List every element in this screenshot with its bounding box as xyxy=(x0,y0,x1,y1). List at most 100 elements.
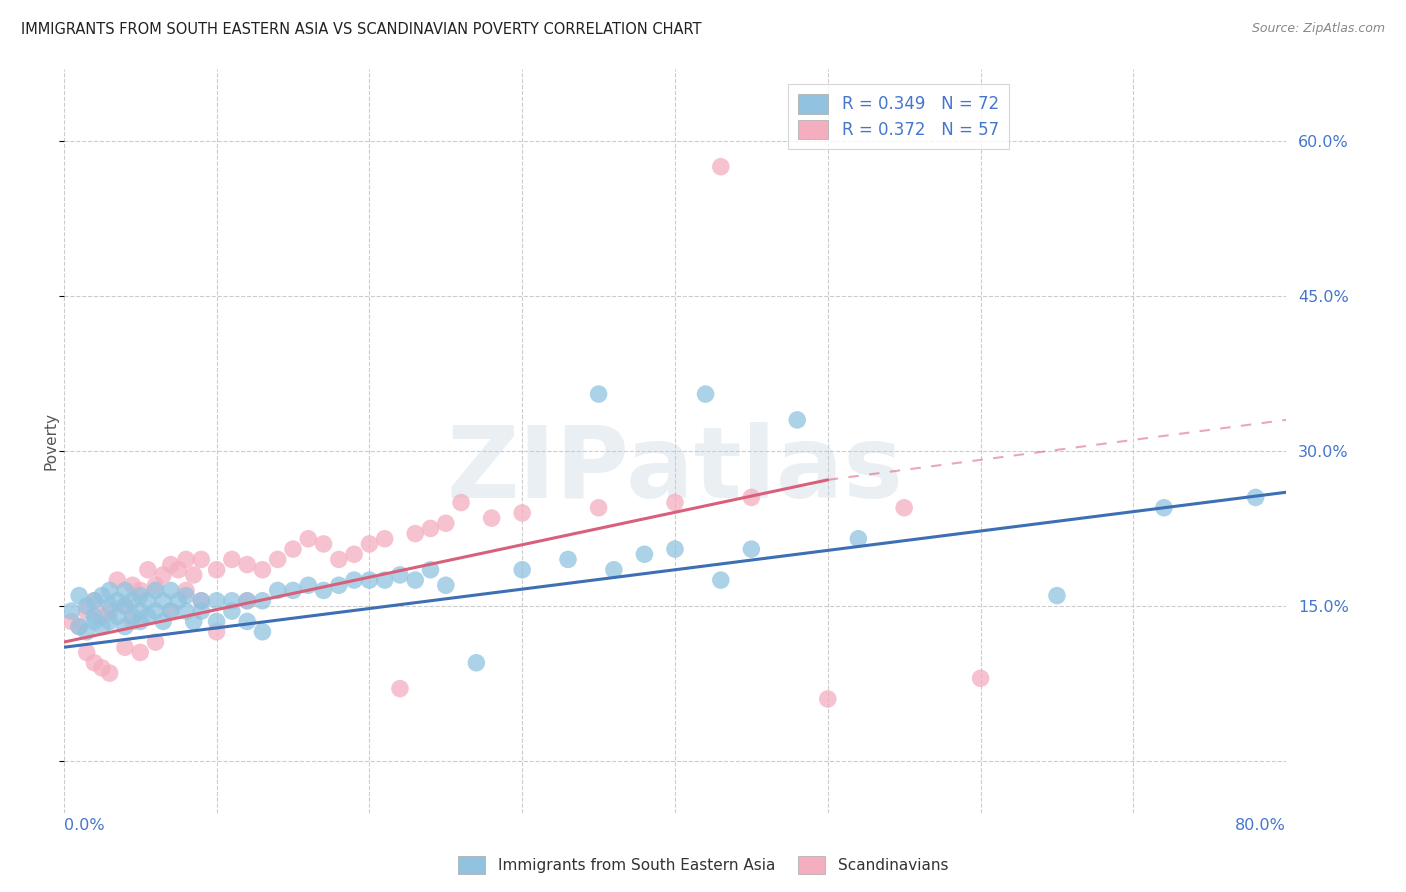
Point xyxy=(404,573,426,587)
Point xyxy=(91,609,114,624)
Point xyxy=(159,583,181,598)
Point xyxy=(221,604,243,618)
Point xyxy=(190,604,212,618)
Point xyxy=(114,599,136,613)
Point xyxy=(91,619,114,633)
Point xyxy=(136,563,159,577)
Point xyxy=(98,666,121,681)
Point xyxy=(252,563,274,577)
Point xyxy=(312,583,335,598)
Point xyxy=(205,563,228,577)
Point xyxy=(603,563,626,577)
Point xyxy=(510,563,533,577)
Point xyxy=(1153,500,1175,515)
Point xyxy=(205,615,228,629)
Point xyxy=(105,594,128,608)
Point xyxy=(83,656,105,670)
Point xyxy=(129,589,152,603)
Point xyxy=(83,615,105,629)
Point xyxy=(145,583,167,598)
Point xyxy=(129,604,152,618)
Point xyxy=(252,624,274,639)
Point xyxy=(236,594,259,608)
Point xyxy=(893,500,915,515)
Point xyxy=(136,594,159,608)
Point xyxy=(174,583,197,598)
Point xyxy=(419,521,441,535)
Point xyxy=(434,578,457,592)
Point xyxy=(359,537,381,551)
Point xyxy=(328,552,350,566)
Point xyxy=(114,619,136,633)
Point xyxy=(174,552,197,566)
Point xyxy=(465,656,488,670)
Point xyxy=(281,542,304,557)
Point xyxy=(183,568,205,582)
Point xyxy=(167,594,190,608)
Point xyxy=(205,624,228,639)
Point xyxy=(129,615,152,629)
Point xyxy=(152,594,174,608)
Point xyxy=(190,552,212,566)
Point xyxy=(740,491,762,505)
Legend: Immigrants from South Eastern Asia, Scandinavians: Immigrants from South Eastern Asia, Scan… xyxy=(451,850,955,880)
Point xyxy=(281,583,304,598)
Point xyxy=(434,516,457,531)
Point xyxy=(83,609,105,624)
Point xyxy=(557,552,579,566)
Point xyxy=(105,609,128,624)
Point xyxy=(145,604,167,618)
Point xyxy=(343,547,366,561)
Point xyxy=(695,387,717,401)
Point xyxy=(60,604,83,618)
Point xyxy=(98,599,121,613)
Point xyxy=(190,594,212,608)
Point xyxy=(450,495,472,509)
Point xyxy=(252,594,274,608)
Point xyxy=(664,542,686,557)
Point xyxy=(67,619,90,633)
Point xyxy=(297,532,319,546)
Point xyxy=(388,568,411,582)
Point xyxy=(236,594,259,608)
Point xyxy=(67,589,90,603)
Point xyxy=(76,604,98,618)
Point xyxy=(152,568,174,582)
Point xyxy=(664,495,686,509)
Point xyxy=(343,573,366,587)
Point xyxy=(60,615,83,629)
Point xyxy=(129,583,152,598)
Point xyxy=(145,578,167,592)
Point xyxy=(91,589,114,603)
Point xyxy=(121,609,143,624)
Point xyxy=(159,604,181,618)
Point xyxy=(1244,491,1267,505)
Point xyxy=(267,552,290,566)
Point xyxy=(190,594,212,608)
Point xyxy=(183,615,205,629)
Point xyxy=(481,511,503,525)
Point xyxy=(152,615,174,629)
Point xyxy=(588,387,610,401)
Y-axis label: Poverty: Poverty xyxy=(44,411,58,469)
Point xyxy=(374,532,396,546)
Point xyxy=(846,532,869,546)
Point xyxy=(121,615,143,629)
Point xyxy=(786,413,808,427)
Point xyxy=(76,624,98,639)
Point xyxy=(510,506,533,520)
Point xyxy=(76,599,98,613)
Point xyxy=(236,615,259,629)
Point xyxy=(105,573,128,587)
Point xyxy=(76,645,98,659)
Text: 80.0%: 80.0% xyxy=(1236,818,1286,833)
Point xyxy=(159,558,181,572)
Text: Source: ZipAtlas.com: Source: ZipAtlas.com xyxy=(1251,22,1385,36)
Point xyxy=(145,635,167,649)
Point xyxy=(328,578,350,592)
Point xyxy=(740,542,762,557)
Point xyxy=(419,563,441,577)
Point xyxy=(114,583,136,598)
Point xyxy=(159,604,181,618)
Point xyxy=(83,594,105,608)
